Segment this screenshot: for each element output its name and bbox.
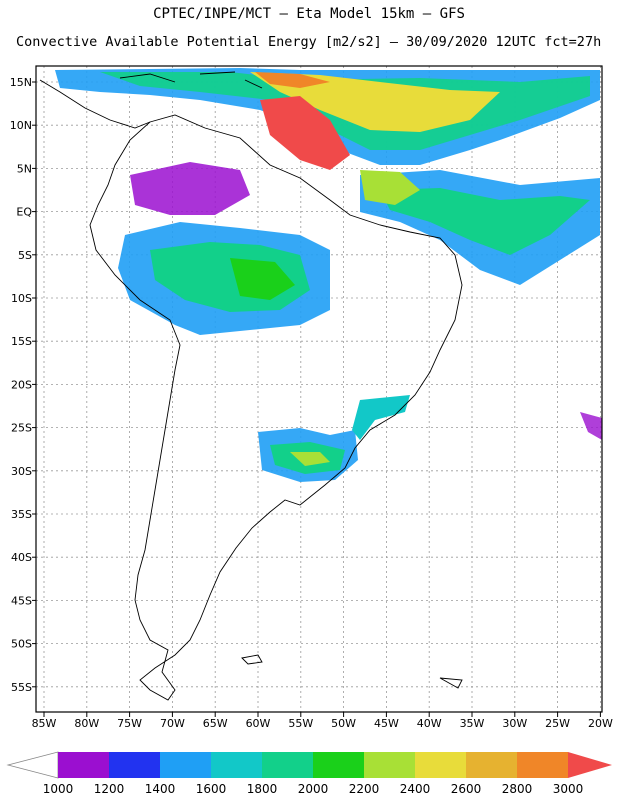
- south-america-outline: [89, 114, 463, 701]
- lat-label: 15N: [10, 76, 32, 89]
- cape-region-atlantic-lime: [360, 170, 420, 205]
- lon-label: 85W: [32, 717, 57, 730]
- cape-region-south-atlantic: [580, 412, 602, 440]
- colorbar: 1000 1200 1400 1600 1800 2000 2200 2400 2600 2800…: [6, 751, 612, 796]
- colorbar-under-triangle: [6, 751, 59, 779]
- map-title-line-1: CPTEC/INPE/MCT – Eta Model 15km – GFS: [153, 6, 465, 22]
- lat-label: 5S: [18, 249, 32, 262]
- cape-region-southeast-coast: [352, 395, 410, 440]
- colorbar-label: 2600: [451, 782, 482, 796]
- colorbar-segment: [517, 752, 568, 778]
- lon-label: 75W: [117, 717, 142, 730]
- fernando-de-noronha: [439, 677, 463, 689]
- colorbar-segment: [109, 752, 160, 778]
- colorbar-label: 2800: [502, 782, 533, 796]
- colorbar-segment: [160, 752, 211, 778]
- lon-label: 70W: [160, 717, 185, 730]
- lon-label: 80W: [74, 717, 99, 730]
- map-frame: [35, 65, 603, 713]
- colorbar-segment: [415, 752, 466, 778]
- lat-label: 35S: [11, 508, 32, 521]
- caribbean-islands: [119, 71, 263, 89]
- lat-label: 10S: [11, 292, 32, 305]
- cape-region-amazon-purple: [130, 162, 250, 215]
- lon-label: 65W: [203, 717, 228, 730]
- lat-label: 15S: [11, 335, 32, 348]
- cape-region-caribbean-yellow: [250, 72, 500, 132]
- lat-label: 5N: [17, 162, 32, 175]
- lat-label: 55S: [11, 681, 32, 694]
- lat-label: 25S: [11, 422, 32, 435]
- colorbar-segment: [211, 752, 262, 778]
- lon-label: 60W: [246, 717, 271, 730]
- lon-label: 30W: [502, 717, 527, 730]
- lon-label: 35W: [460, 717, 485, 730]
- colorbar-label: 2200: [349, 782, 380, 796]
- lat-label: 45S: [11, 594, 32, 607]
- central-america-outline: [39, 79, 151, 129]
- axis-labels: 85W 80W 75W 70W 65W 60W 55W 50W 45W 40W 35W 30W 25W 2…: [10, 76, 613, 730]
- lon-label: 55W: [288, 717, 313, 730]
- lon-label: 45W: [374, 717, 399, 730]
- cape-region-atlantic-green: [380, 188, 590, 255]
- colorbar-label: 1600: [196, 782, 227, 796]
- cape-region-south-lime: [290, 452, 330, 466]
- colorbar-over-triangle: [568, 752, 612, 778]
- colorbar-segment: [364, 752, 415, 778]
- lon-label: 50W: [331, 717, 356, 730]
- colorbar-segment: [466, 752, 517, 778]
- colorbar-segment: [313, 752, 364, 778]
- lat-label: 20S: [11, 378, 32, 391]
- colorbar-label: 2000: [298, 782, 329, 796]
- colorbar-segment: [58, 752, 109, 778]
- lat-label: 10N: [10, 119, 32, 132]
- colorbar-label: 3000: [553, 782, 584, 796]
- cape-region-caribbean-red: [260, 96, 350, 170]
- lon-label: 25W: [545, 717, 570, 730]
- lat-label: 30S: [11, 465, 32, 478]
- cape-region-north-red: [255, 72, 330, 88]
- falkland-islands: [241, 654, 263, 665]
- map-title-line-2: Convective Available Potential Energy [m…: [16, 34, 602, 50]
- coastline: [39, 71, 463, 701]
- colorbar-segment: [262, 752, 313, 778]
- colorbar-label: 1400: [145, 782, 176, 796]
- lat-label: 40S: [11, 551, 32, 564]
- lat-label: EQ: [16, 206, 32, 219]
- lon-label: 40W: [417, 717, 442, 730]
- colorbar-label: 1000: [43, 782, 74, 796]
- colorbar-label: 2400: [400, 782, 431, 796]
- cape-region-amazon-lime: [230, 258, 295, 300]
- lat-label: 50S: [11, 638, 32, 651]
- lon-label: 20W: [588, 717, 613, 730]
- colorbar-label: 1800: [247, 782, 278, 796]
- colorbar-label: 1200: [94, 782, 125, 796]
- cape-shading: [55, 68, 602, 482]
